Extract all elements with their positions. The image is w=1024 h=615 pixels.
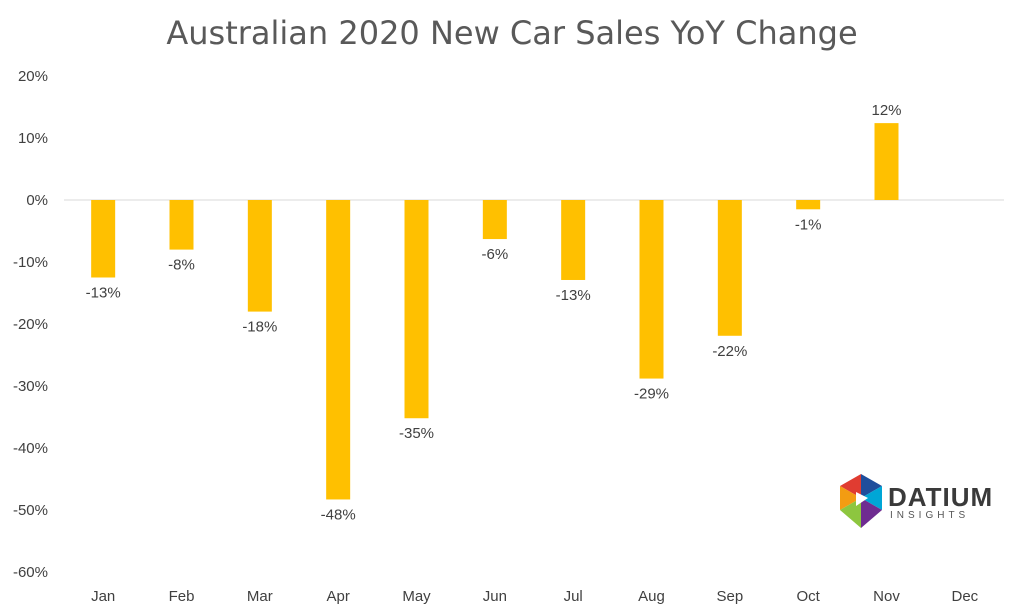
y-tick-label: -10% xyxy=(13,254,48,271)
y-tick-label: -50% xyxy=(13,502,48,519)
data-label: -48% xyxy=(321,506,356,523)
bar xyxy=(169,200,194,250)
x-tick-label: Oct xyxy=(796,588,820,605)
x-tick-label: Apr xyxy=(326,588,349,605)
x-tick-label: Feb xyxy=(169,588,195,605)
x-tick-label: Sep xyxy=(716,588,743,605)
x-tick-label: Nov xyxy=(873,588,900,605)
data-label: -22% xyxy=(712,343,747,360)
y-tick-label: 20% xyxy=(18,68,48,85)
datium-hexagon-icon xyxy=(840,474,882,528)
bar xyxy=(404,200,429,419)
bar xyxy=(874,123,899,200)
x-tick-label: Mar xyxy=(247,588,273,605)
y-tick-label: 0% xyxy=(26,192,48,209)
bar xyxy=(482,200,507,240)
chart-title: Australian 2020 New Car Sales YoY Change xyxy=(166,14,858,52)
data-label: 12% xyxy=(871,102,901,119)
y-tick-label: 10% xyxy=(18,130,48,147)
y-tick-label: -20% xyxy=(13,316,48,333)
data-label: -13% xyxy=(86,285,121,302)
data-label: -29% xyxy=(634,386,669,403)
data-label: -18% xyxy=(242,319,277,336)
y-tick-label: -30% xyxy=(13,378,48,395)
bar xyxy=(639,200,664,379)
y-tick-label: -60% xyxy=(13,564,48,581)
bar xyxy=(91,200,116,278)
bar xyxy=(717,200,742,336)
logo-subtitle: INSIGHTS xyxy=(890,510,970,521)
bar xyxy=(326,200,351,500)
y-tick-label: -40% xyxy=(13,440,48,457)
logo-wordmark: DATIUM xyxy=(888,482,994,512)
data-label: -1% xyxy=(795,216,822,233)
x-tick-label: Jan xyxy=(91,588,115,605)
bar xyxy=(561,200,586,280)
bar xyxy=(247,200,272,312)
x-tick-label: Aug xyxy=(638,588,665,605)
x-tick-label: Dec xyxy=(951,588,978,605)
bar xyxy=(796,200,821,210)
datium-logo: DATIUM INSIGHTS xyxy=(838,472,992,534)
x-tick-label: Jun xyxy=(483,588,507,605)
data-label: -13% xyxy=(556,287,591,304)
data-label: -6% xyxy=(481,246,508,263)
data-label: -35% xyxy=(399,425,434,442)
x-tick-label: May xyxy=(402,588,431,605)
data-label: -8% xyxy=(168,257,195,274)
x-tick-label: Jul xyxy=(564,588,583,605)
